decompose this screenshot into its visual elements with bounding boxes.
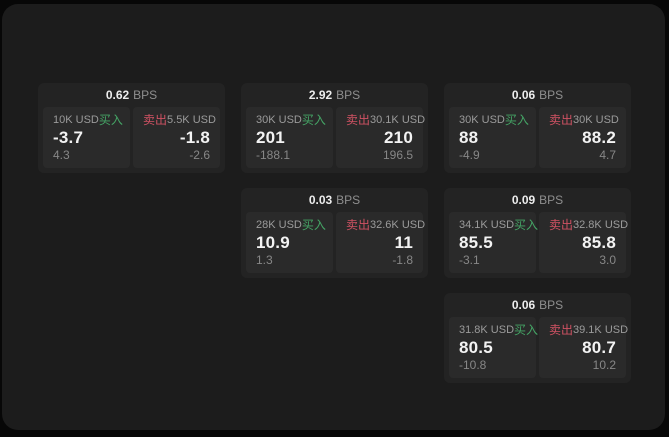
- bps-unit-label: BPS: [539, 298, 564, 312]
- bps-header: 0.03 BPS: [241, 188, 428, 212]
- buy-amount-label: 34.1K USD: [459, 219, 515, 231]
- sell-sub-value: 4.7: [599, 148, 616, 162]
- buy-panel[interactable]: 30K USD 买入 88 -4.9: [449, 107, 536, 168]
- sell-sub-value: 3.0: [599, 253, 616, 267]
- buy-amount-label: 28K USD: [256, 219, 302, 231]
- sell-amount-label: 30.1K USD: [370, 114, 426, 126]
- sell-panel[interactable]: 卖出 30K USD 88.2 4.7: [539, 107, 626, 168]
- buy-sub-value: -3.1: [459, 253, 480, 267]
- buy-label: 买入: [301, 113, 326, 127]
- price-card: 0.03 BPS 28K USD 买入 10.9 1.3 卖出 32.6K US…: [241, 188, 428, 278]
- sell-panel[interactable]: 卖出 32.6K USD 11 -1.8: [336, 212, 426, 273]
- bps-value: 0.62: [105, 88, 130, 102]
- bps-unit-label: BPS: [336, 193, 361, 207]
- bps-header: 2.92 BPS: [241, 83, 428, 107]
- sell-amount-label: 32.8K USD: [573, 219, 629, 231]
- sell-value: 80.7: [582, 338, 616, 357]
- buy-panel[interactable]: 34.1K USD 买入 85.5 -3.1: [449, 212, 539, 273]
- sell-sub-value: -2.6: [189, 148, 210, 162]
- buy-panel[interactable]: 10K USD 买入 -3.7 4.3: [43, 107, 130, 168]
- bps-value: 0.06: [511, 298, 536, 312]
- sell-panel[interactable]: 卖出 39.1K USD 80.7 10.2: [539, 317, 629, 378]
- buy-value: 201: [256, 128, 285, 147]
- buy-value: 88: [459, 128, 479, 147]
- sell-panel[interactable]: 卖出 30.1K USD 210 196.5: [336, 107, 426, 168]
- sell-amount-label: 5.5K USD: [167, 114, 216, 126]
- sell-value: 11: [394, 233, 413, 252]
- price-card: 0.06 BPS 31.8K USD 买入 80.5 -10.8 卖出 39.1…: [444, 293, 631, 383]
- bps-unit-label: BPS: [133, 88, 158, 102]
- buy-panel[interactable]: 28K USD 买入 10.9 1.3: [246, 212, 333, 273]
- sell-value: -1.8: [179, 128, 210, 147]
- bps-header: 0.06 BPS: [444, 83, 631, 107]
- buy-sub-value: 1.3: [256, 253, 273, 267]
- price-card: 0.62 BPS 10K USD 买入 -3.7 4.3 卖出 5.5K USD…: [38, 83, 225, 173]
- bps-value: 0.09: [511, 193, 536, 207]
- buy-label: 买入: [98, 113, 123, 127]
- sell-value: 88.2: [582, 128, 616, 147]
- bps-header: 0.62 BPS: [38, 83, 225, 107]
- price-card: 0.06 BPS 30K USD 买入 88 -4.9 卖出 30K USD 8…: [444, 83, 631, 173]
- bps-unit-label: BPS: [539, 193, 564, 207]
- buy-amount-label: 30K USD: [459, 114, 505, 126]
- sell-amount-label: 30K USD: [573, 114, 619, 126]
- buy-value: 80.5: [459, 338, 493, 357]
- buy-value: 10.9: [256, 233, 290, 252]
- sell-label: 卖出: [549, 218, 574, 232]
- sell-label: 卖出: [549, 113, 574, 127]
- sell-label: 卖出: [143, 113, 168, 127]
- buy-sub-value: -10.8: [459, 358, 487, 372]
- bps-value: 2.92: [308, 88, 333, 102]
- sell-value: 85.8: [582, 233, 616, 252]
- bps-unit-label: BPS: [539, 88, 564, 102]
- sell-label: 卖出: [346, 113, 371, 127]
- bps-header: 0.06 BPS: [444, 293, 631, 317]
- bps-unit-label: BPS: [336, 88, 361, 102]
- buy-sub-value: 4.3: [53, 148, 70, 162]
- bps-value: 0.06: [511, 88, 536, 102]
- buy-label: 买入: [514, 218, 539, 232]
- sell-sub-value: 196.5: [382, 148, 413, 162]
- buy-sub-value: -4.9: [459, 148, 480, 162]
- app-surface: 0.62 BPS 10K USD 买入 -3.7 4.3 卖出 5.5K USD…: [2, 4, 665, 430]
- buy-amount-label: 10K USD: [53, 114, 99, 126]
- sell-panel[interactable]: 卖出 32.8K USD 85.8 3.0: [539, 212, 629, 273]
- sell-amount-label: 39.1K USD: [573, 324, 629, 336]
- sell-amount-label: 32.6K USD: [370, 219, 426, 231]
- sell-value: 210: [384, 128, 413, 147]
- buy-label: 买入: [514, 323, 539, 337]
- buy-sub-value: -188.1: [256, 148, 291, 162]
- bps-header: 0.09 BPS: [444, 188, 631, 212]
- buy-panel[interactable]: 30K USD 买入 201 -188.1: [246, 107, 333, 168]
- buy-label: 买入: [301, 218, 326, 232]
- buy-amount-label: 31.8K USD: [459, 324, 515, 336]
- sell-panel[interactable]: 卖出 5.5K USD -1.8 -2.6: [133, 107, 220, 168]
- buy-amount-label: 30K USD: [256, 114, 302, 126]
- sell-label: 卖出: [346, 218, 371, 232]
- sell-label: 卖出: [549, 323, 574, 337]
- sell-sub-value: -1.8: [392, 253, 413, 267]
- price-card: 2.92 BPS 30K USD 买入 201 -188.1 卖出 30.1K …: [241, 83, 428, 173]
- buy-label: 买入: [504, 113, 529, 127]
- buy-value: 85.5: [459, 233, 493, 252]
- buy-value: -3.7: [53, 128, 84, 147]
- price-card: 0.09 BPS 34.1K USD 买入 85.5 -3.1 卖出 32.8K…: [444, 188, 631, 278]
- buy-panel[interactable]: 31.8K USD 买入 80.5 -10.8: [449, 317, 539, 378]
- bps-value: 0.03: [308, 193, 333, 207]
- sell-sub-value: 10.2: [592, 358, 616, 372]
